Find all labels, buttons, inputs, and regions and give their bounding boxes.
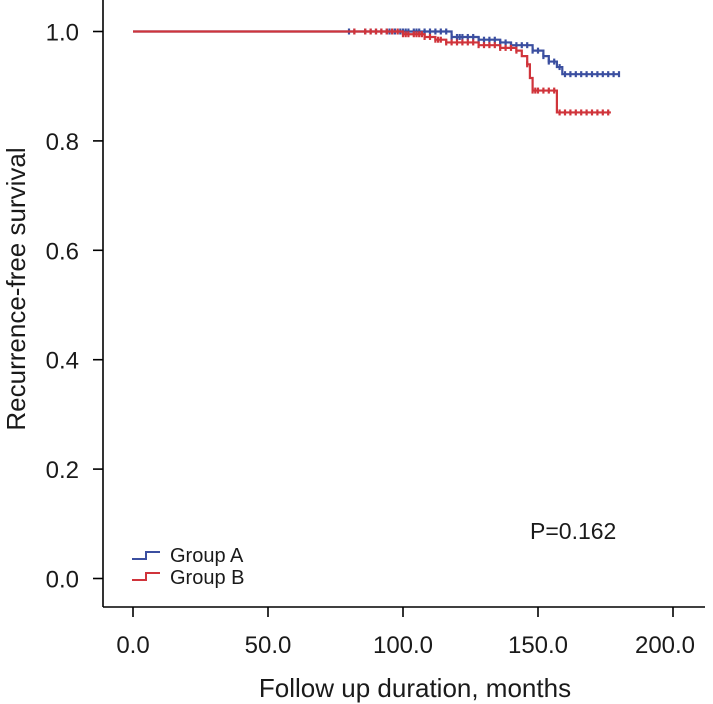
y-tick-label: 0.6 xyxy=(46,238,79,265)
legend: Group A Group B xyxy=(132,545,244,589)
series-layer xyxy=(133,28,621,116)
x-ticks: 0.0 50.0 100.0 150.0 200.0 xyxy=(116,607,695,659)
x-axis-title: Follow up duration, months xyxy=(259,673,571,703)
p-value-annotation: P=0.162 xyxy=(530,518,616,544)
legend-swatch-group-b xyxy=(132,572,160,581)
y-tick-label: 0.0 xyxy=(46,567,79,594)
y-tick-label: 0.8 xyxy=(46,129,79,156)
legend-label-group-b: Group B xyxy=(170,567,244,589)
km-step-line xyxy=(133,30,611,114)
legend-label-group-a: Group A xyxy=(170,545,244,567)
series-group-b xyxy=(133,28,611,116)
x-tick-label: 100.0 xyxy=(373,632,433,659)
series-group-a xyxy=(133,28,621,78)
y-axis-title: Recurrence-free survival xyxy=(1,147,31,430)
y-ticks: 0.0 0.2 0.4 0.6 0.8 1.0 xyxy=(46,20,103,594)
y-tick-label: 0.4 xyxy=(46,348,79,375)
km-step-line xyxy=(133,30,619,76)
x-tick-label: 200.0 xyxy=(635,632,695,659)
x-tick-label: 50.0 xyxy=(245,632,292,659)
legend-swatch-group-a xyxy=(132,551,160,560)
x-tick-label: 0.0 xyxy=(116,632,149,659)
x-tick-label: 150.0 xyxy=(508,632,568,659)
y-tick-label: 1.0 xyxy=(46,20,79,47)
y-tick-label: 0.2 xyxy=(46,457,79,484)
